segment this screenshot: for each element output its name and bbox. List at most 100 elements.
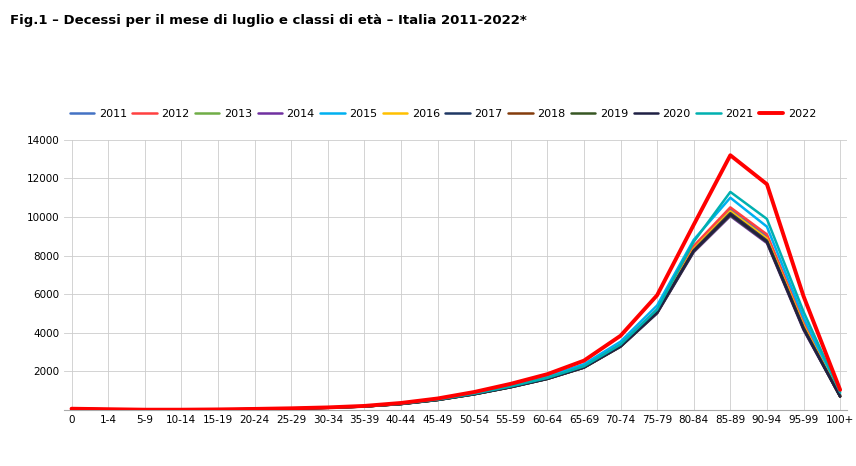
- 2022: [213, 407, 223, 412]
- 2019: [469, 391, 479, 397]
- 2015: [67, 406, 77, 411]
- 2018: [360, 404, 370, 409]
- 2013: [799, 324, 809, 330]
- 2013: [506, 384, 516, 390]
- 2021: [579, 363, 589, 369]
- 2011: [432, 397, 443, 402]
- 2019: [799, 326, 809, 332]
- 2011: [176, 407, 187, 412]
- Line: 2019: 2019: [72, 215, 840, 410]
- 2014: [432, 397, 443, 403]
- 2022: [140, 407, 150, 412]
- 2015: [469, 390, 479, 396]
- 2021: [835, 390, 845, 395]
- 2021: [103, 406, 113, 412]
- 2011: [835, 393, 845, 398]
- 2011: [286, 405, 296, 411]
- 2020: [395, 401, 406, 407]
- 2012: [835, 393, 845, 398]
- 2020: [506, 384, 516, 390]
- 2011: [652, 307, 663, 313]
- 2017: [799, 325, 809, 330]
- 2016: [395, 401, 406, 407]
- Line: 2018: 2018: [72, 214, 840, 410]
- 2020: [762, 239, 772, 245]
- 2021: [615, 342, 626, 347]
- 2015: [688, 237, 698, 243]
- 2014: [652, 310, 663, 316]
- 2018: [688, 248, 698, 254]
- 2016: [835, 393, 845, 399]
- 2013: [395, 401, 406, 407]
- 2021: [469, 391, 479, 397]
- 2015: [360, 404, 370, 409]
- 2013: [103, 406, 113, 412]
- 2014: [615, 344, 626, 350]
- 2017: [67, 406, 77, 412]
- 2019: [542, 376, 552, 382]
- 2018: [506, 384, 516, 390]
- 2017: [103, 406, 113, 412]
- 2014: [762, 240, 772, 246]
- 2013: [725, 210, 735, 216]
- 2018: [286, 406, 296, 411]
- 2017: [395, 401, 406, 407]
- 2017: [140, 407, 150, 412]
- 2019: [67, 406, 77, 412]
- 2014: [286, 406, 296, 411]
- 2011: [506, 384, 516, 389]
- 2022: [579, 358, 589, 363]
- 2012: [469, 391, 479, 397]
- 2022: [688, 222, 698, 227]
- 2016: [688, 246, 698, 252]
- 2020: [176, 407, 187, 412]
- 2013: [469, 391, 479, 397]
- 2021: [286, 406, 296, 411]
- 2015: [615, 339, 626, 344]
- 2017: [213, 407, 223, 412]
- 2011: [103, 406, 113, 412]
- 2020: [542, 376, 552, 382]
- 2015: [506, 383, 516, 388]
- 2021: [652, 307, 663, 312]
- 2018: [176, 407, 187, 412]
- 2017: [176, 407, 187, 412]
- 2019: [103, 407, 113, 412]
- 2019: [688, 248, 698, 254]
- 2012: [688, 243, 698, 249]
- 2016: [213, 407, 223, 412]
- 2012: [506, 384, 516, 389]
- 2016: [176, 407, 187, 412]
- 2016: [506, 384, 516, 390]
- 2015: [176, 407, 187, 412]
- Line: 2022: 2022: [72, 155, 840, 410]
- 2021: [213, 407, 223, 412]
- 2021: [725, 189, 735, 195]
- 2011: [395, 401, 406, 406]
- 2015: [432, 396, 443, 402]
- 2017: [249, 406, 259, 412]
- 2015: [762, 224, 772, 229]
- 2012: [103, 406, 113, 412]
- 2014: [579, 365, 589, 370]
- Line: 2015: 2015: [72, 198, 840, 410]
- 2021: [140, 407, 150, 412]
- 2021: [67, 406, 77, 412]
- 2020: [103, 407, 113, 412]
- 2020: [323, 405, 333, 411]
- 2019: [615, 344, 626, 350]
- 2016: [652, 308, 663, 314]
- Text: Fig.1 – Decessi per il mese di luglio e classi di età – Italia 2011-2022*: Fig.1 – Decessi per il mese di luglio e …: [10, 14, 527, 27]
- 2022: [395, 400, 406, 406]
- Line: 2013: 2013: [72, 213, 840, 410]
- 2019: [213, 407, 223, 412]
- 2018: [652, 310, 663, 315]
- 2016: [725, 208, 735, 214]
- 2018: [140, 407, 150, 412]
- 2013: [176, 407, 187, 412]
- 2015: [579, 362, 589, 367]
- 2020: [249, 406, 259, 412]
- 2016: [286, 406, 296, 411]
- 2017: [323, 405, 333, 411]
- 2020: [579, 365, 589, 370]
